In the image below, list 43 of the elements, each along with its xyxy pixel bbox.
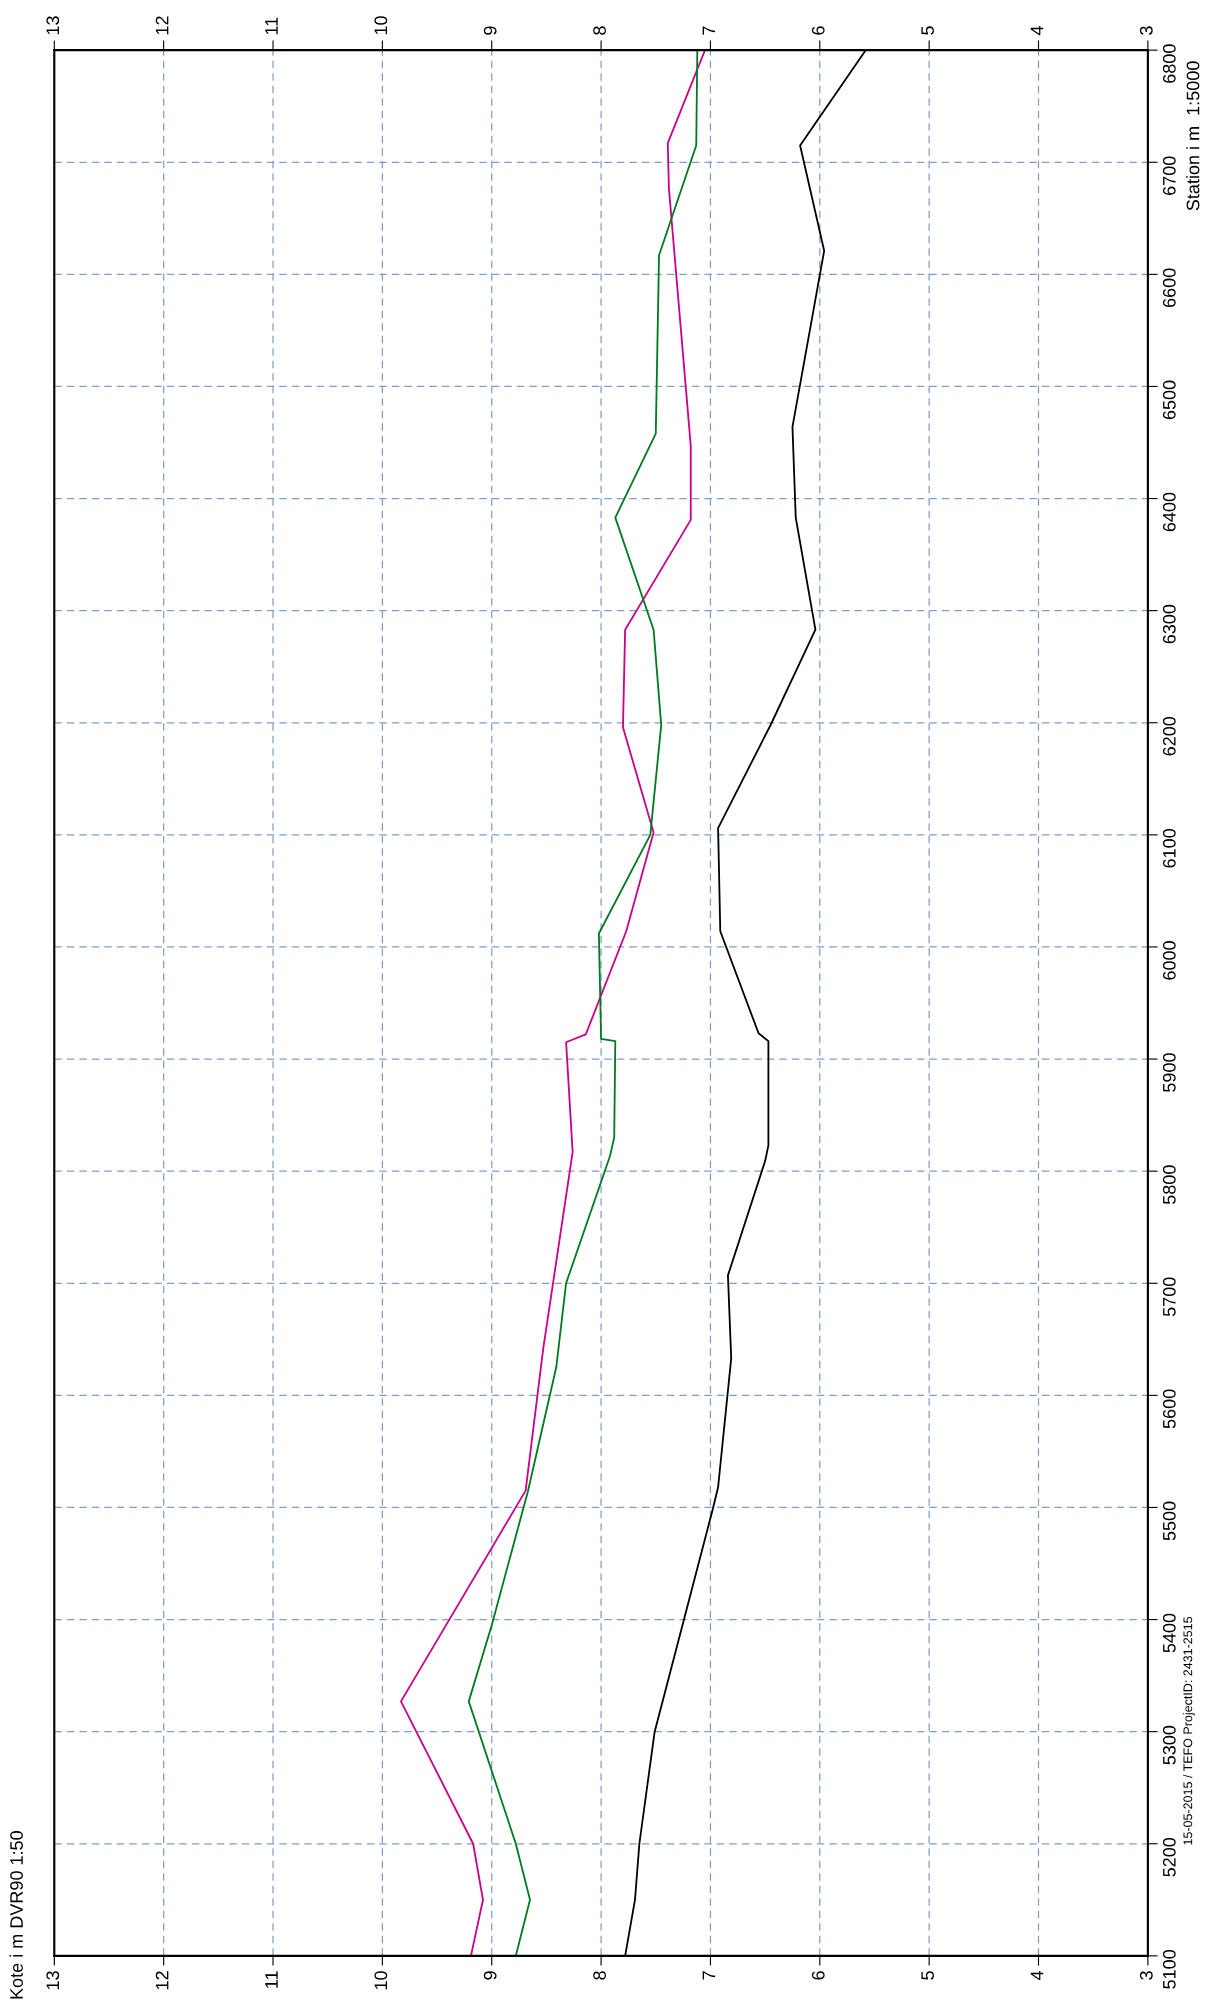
text: Kote i m DVR90 1:50 [9, 1831, 23, 1999]
y-tick-label: 5400 [1162, 1613, 1176, 1653]
y-axis-title: Station i m 1:5000 [1186, 61, 1200, 211]
y-tick-label: 6400 [1162, 492, 1176, 532]
y-tick-label: 5700 [1162, 1277, 1176, 1317]
y-tick-label: 5800 [1162, 1165, 1176, 1205]
x2-tick-label: 5 [921, 1971, 934, 1980]
y-tick-label: 6500 [1162, 380, 1176, 420]
x-tick-label: 13 [46, 16, 60, 35]
x-tick-label: 8 [593, 26, 606, 35]
x-tick-label: 3 [1139, 26, 1153, 35]
x2-tick-label: 8 [593, 1971, 606, 1980]
x2-tick-label: 7 [702, 1971, 716, 1980]
x-tick-label: 11 [265, 17, 278, 35]
y-tick-label: 6200 [1162, 716, 1176, 756]
x-tick-label: 5 [921, 26, 934, 35]
x-tick-label: 12 [155, 16, 169, 35]
x2-tick-label: 12 [155, 1971, 169, 1990]
x2-tick-label: 10 [374, 1971, 388, 1990]
y-tick-label: 5900 [1162, 1053, 1176, 1092]
y-tick-label: 5600 [1162, 1389, 1176, 1429]
y-tick-label: 6000 [1162, 941, 1176, 980]
y-tick-label: 6700 [1162, 156, 1176, 195]
y-tick-label: 5200 [1162, 1837, 1176, 1877]
y-tick-label: 6800 [1162, 44, 1176, 83]
x2-tick-label: 9 [483, 1971, 497, 1980]
x-tick-label: 4 [1030, 26, 1044, 36]
y-tick-label: 6100 [1162, 829, 1176, 868]
y-tick-label: 6600 [1162, 268, 1176, 308]
x2-tick-label: 13 [46, 1971, 60, 1990]
x2-tick-label: 11 [265, 1971, 278, 1988]
x-tick-label: 9 [483, 26, 497, 35]
text: 15-05-2015 / TEFO ProjectID: 2431-2515 [1183, 1616, 1195, 1845]
y-tick-label: 5300 [1162, 1725, 1176, 1765]
y-tick-label: 5100 [1162, 1950, 1176, 1989]
x-tick-label: 6 [811, 26, 825, 35]
x-tick-label: 7 [702, 26, 716, 35]
x-tick-label: 10 [374, 16, 388, 35]
y-tick-label: 6300 [1162, 604, 1176, 644]
y-tick-label: 5500 [1162, 1501, 1176, 1541]
x2-tick-label: 4 [1030, 1970, 1044, 1981]
x2-tick-label: 6 [811, 1971, 825, 1980]
x2-tick-label: 3 [1139, 1971, 1153, 1980]
